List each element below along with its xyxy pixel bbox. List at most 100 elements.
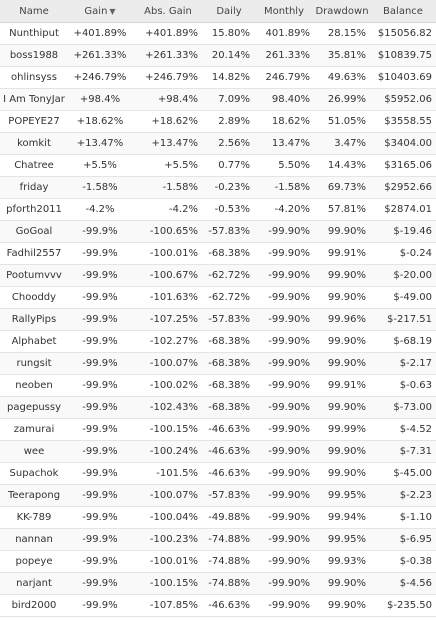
drawdown-cell: 99.94% <box>314 506 370 529</box>
name-cell[interactable]: Teerapong <box>0 484 68 507</box>
balance-cell: $-0.38 <box>370 550 436 573</box>
balance-cell: $3165.06 <box>370 154 436 177</box>
daily-cell: -0.23% <box>204 176 254 199</box>
monthly-cell: 401.89% <box>254 22 314 45</box>
balance-cell: $-20.00 <box>370 264 436 287</box>
header-abs-gain[interactable]: Abs. Gain <box>132 0 204 23</box>
table-row: ohlinsyss +246.79% +246.79% 14.82% 246.79% 49… <box>0 66 436 89</box>
daily-cell: -46.63% <box>204 418 254 441</box>
name-cell[interactable]: bird2000 <box>0 594 68 617</box>
name-cell[interactable]: RallyPips <box>0 308 68 331</box>
name-cell[interactable]: nannan <box>0 528 68 551</box>
name-cell[interactable]: Chatree <box>0 154 68 177</box>
daily-cell: 2.89% <box>204 110 254 133</box>
drawdown-cell: 99.90% <box>314 352 370 375</box>
abs-gain-cell: +261.33% <box>132 44 204 67</box>
name-cell[interactable]: pforth2011 <box>0 198 68 221</box>
monthly-cell: -99.90% <box>254 506 314 529</box>
balance-cell: $-2.17 <box>370 352 436 375</box>
table-row: narjant -99.9% -100.15% -74.88% -99.90% 99.90… <box>0 572 436 595</box>
daily-cell: -68.38% <box>204 396 254 419</box>
table-row: wee -99.9% -100.24% -46.63% -99.90% 99.90% $-7… <box>0 440 436 463</box>
table-row: I Am TonyJar +98.4% +98.4% 7.09% 98.40% 26.99… <box>0 88 436 111</box>
monthly-cell: -99.90% <box>254 286 314 309</box>
header-name[interactable]: Name <box>0 0 68 23</box>
name-cell[interactable]: Nunthiput <box>0 22 68 45</box>
name-cell[interactable]: narjant <box>0 572 68 595</box>
balance-cell: $-235.50 <box>370 594 436 617</box>
abs-gain-cell: -100.15% <box>132 572 204 595</box>
name-cell[interactable]: rungsit <box>0 352 68 375</box>
abs-gain-cell: -100.04% <box>132 506 204 529</box>
table-row: Chatree +5.5% +5.5% 0.77% 5.50% 14.43% $3165.0… <box>0 154 436 177</box>
name-cell[interactable]: Alphabet <box>0 330 68 353</box>
balance-cell: $3404.00 <box>370 132 436 155</box>
table-row: Supachok -99.9% -101.5% -46.63% -99.90% 99.90… <box>0 462 436 485</box>
abs-gain-cell: -100.65% <box>132 220 204 243</box>
gain-cell: +5.5% <box>68 154 132 177</box>
name-cell[interactable]: Pootumvvv <box>0 264 68 287</box>
abs-gain-cell: -100.23% <box>132 528 204 551</box>
balance-cell: $-45.00 <box>370 462 436 485</box>
table-row: zamurai -99.9% -100.15% -46.63% -99.90% 99.99… <box>0 418 436 441</box>
monthly-cell: 246.79% <box>254 66 314 89</box>
balance-cell: $-0.63 <box>370 374 436 397</box>
balance-cell: $3558.55 <box>370 110 436 133</box>
name-cell[interactable]: ohlinsyss <box>0 66 68 89</box>
name-cell[interactable]: POPEYE27 <box>0 110 68 133</box>
table-row: pagepussy -99.9% -102.43% -68.38% -99.90% 99.… <box>0 396 436 419</box>
monthly-cell: -99.90% <box>254 264 314 287</box>
monthly-cell: -99.90% <box>254 352 314 375</box>
daily-cell: -68.38% <box>204 330 254 353</box>
table-row: nannan -99.9% -100.23% -74.88% -99.90% 99.95%… <box>0 528 436 551</box>
abs-gain-cell: -101.63% <box>132 286 204 309</box>
balance-cell: $-1.10 <box>370 506 436 529</box>
abs-gain-cell: -102.43% <box>132 396 204 419</box>
name-cell[interactable]: neoben <box>0 374 68 397</box>
name-cell[interactable]: Supachok <box>0 462 68 485</box>
name-cell[interactable]: Chooddy <box>0 286 68 309</box>
name-cell[interactable]: KK-789 <box>0 506 68 529</box>
gain-cell: -99.9% <box>68 374 132 397</box>
name-cell[interactable]: I Am TonyJar <box>0 88 68 111</box>
header-monthly[interactable]: Monthly <box>254 0 314 23</box>
name-cell[interactable]: boss1988 <box>0 44 68 67</box>
header-drawdown[interactable]: Drawdown <box>314 0 370 23</box>
daily-cell: -46.63% <box>204 594 254 617</box>
daily-cell: -57.83% <box>204 484 254 507</box>
daily-cell: -46.63% <box>204 462 254 485</box>
name-cell[interactable]: komkit <box>0 132 68 155</box>
table-row: Chooddy -99.9% -101.63% -62.72% -99.90% 99.90… <box>0 286 436 309</box>
drawdown-cell: 99.90% <box>314 462 370 485</box>
daily-cell: -68.38% <box>204 242 254 265</box>
gain-cell: -99.9% <box>68 330 132 353</box>
name-cell[interactable]: wee <box>0 440 68 463</box>
header-balance[interactable]: Balance <box>370 0 436 23</box>
table-row: Fadhil2557 -99.9% -100.01% -68.38% -99.90% 99… <box>0 242 436 265</box>
monthly-cell: -99.90% <box>254 528 314 551</box>
daily-cell: -57.83% <box>204 220 254 243</box>
drawdown-cell: 3.47% <box>314 132 370 155</box>
name-cell[interactable]: friday <box>0 176 68 199</box>
abs-gain-cell: -107.25% <box>132 308 204 331</box>
monthly-cell: 18.62% <box>254 110 314 133</box>
abs-gain-cell: -100.02% <box>132 374 204 397</box>
header-gain[interactable]: Gain ▼ <box>68 0 132 23</box>
name-cell[interactable]: GoGoal <box>0 220 68 243</box>
drawdown-cell: 99.90% <box>314 220 370 243</box>
name-cell[interactable]: pagepussy <box>0 396 68 419</box>
monthly-cell: 261.33% <box>254 44 314 67</box>
abs-gain-cell: +13.47% <box>132 132 204 155</box>
gain-cell: -99.9% <box>68 462 132 485</box>
gain-cell: -99.9% <box>68 484 132 507</box>
gain-cell: -99.9% <box>68 352 132 375</box>
name-cell[interactable]: zamurai <box>0 418 68 441</box>
name-cell[interactable]: popeye <box>0 550 68 573</box>
gain-cell: +401.89% <box>68 22 132 45</box>
header-daily[interactable]: Daily <box>204 0 254 23</box>
drawdown-cell: 99.99% <box>314 418 370 441</box>
daily-cell: -49.88% <box>204 506 254 529</box>
gain-cell: -99.9% <box>68 264 132 287</box>
table-row: Alphabet -99.9% -102.27% -68.38% -99.90% 99.9… <box>0 330 436 353</box>
name-cell[interactable]: Fadhil2557 <box>0 242 68 265</box>
